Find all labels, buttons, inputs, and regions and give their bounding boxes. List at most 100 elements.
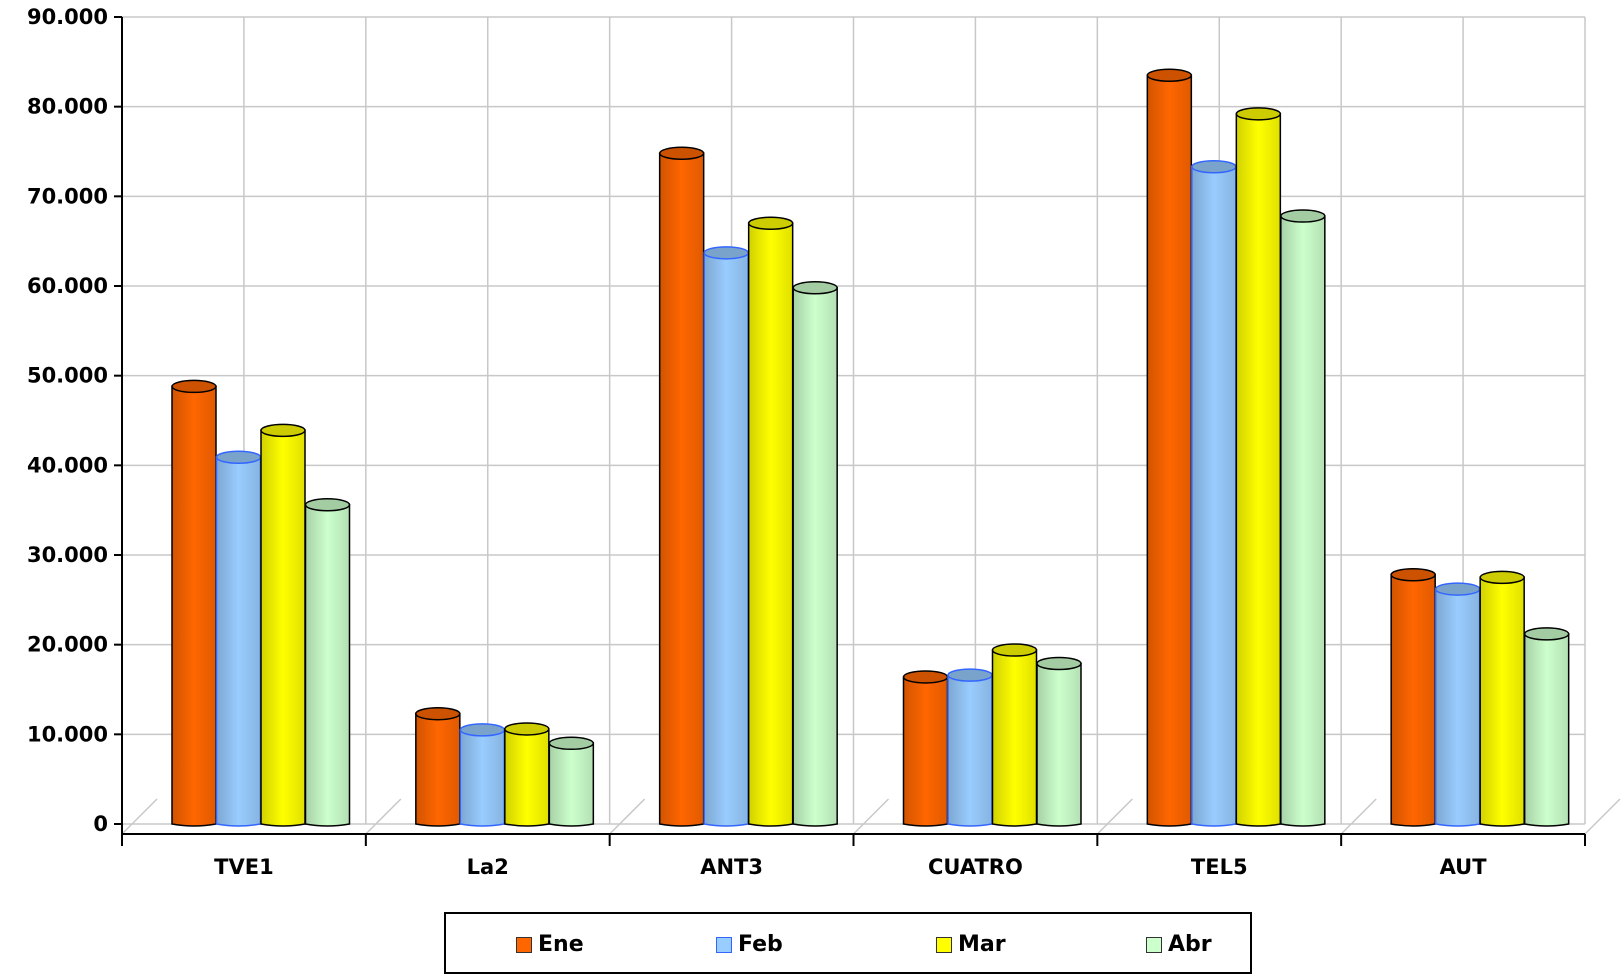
y-tick-label: 90.000	[27, 5, 108, 29]
bar-body	[1235, 113, 1282, 827]
y-tick-label: 10.000	[27, 722, 108, 746]
bar-cap	[1479, 570, 1525, 585]
bar	[260, 423, 306, 827]
legend-label: Feb	[738, 932, 783, 957]
floor-line	[1096, 798, 1133, 835]
bar-body	[902, 676, 949, 827]
bar	[947, 668, 993, 827]
bar-body	[991, 649, 1038, 827]
bar	[792, 281, 838, 827]
floor-line	[609, 798, 646, 835]
bar	[215, 450, 262, 827]
bar-cap	[1146, 68, 1193, 83]
bar	[504, 722, 550, 827]
x-tick-label: TVE1	[214, 855, 274, 879]
bars	[171, 68, 1570, 827]
bar-cap	[947, 668, 993, 682]
bar	[459, 723, 506, 827]
axes	[114, 16, 1586, 846]
y-tick-label: 0	[93, 812, 108, 836]
bar-cap	[658, 146, 705, 161]
legend: Ene Feb Mar Abr	[444, 912, 1252, 974]
bar	[1280, 209, 1326, 827]
bar-cap	[1235, 107, 1282, 121]
bar-body	[1390, 573, 1436, 827]
bar-body	[1479, 576, 1525, 827]
bar	[1146, 68, 1193, 827]
floor-line	[365, 798, 402, 835]
bar-cap	[459, 723, 506, 737]
floor-line	[1340, 798, 1377, 835]
bar	[991, 643, 1038, 827]
bar-cap	[792, 281, 838, 295]
bar	[548, 736, 595, 827]
legend-item: Mar	[936, 932, 1006, 957]
bar-body	[548, 742, 595, 827]
y-tick-label: 50.000	[27, 364, 108, 388]
legend-swatch	[1146, 936, 1162, 953]
x-tick-label: AUT	[1440, 855, 1488, 879]
bar-body	[304, 504, 351, 827]
bar-cap	[504, 722, 550, 736]
y-tick-label: 20.000	[27, 633, 108, 657]
bar-cap	[215, 450, 262, 465]
legend-swatch	[936, 936, 952, 953]
bar	[1479, 570, 1525, 827]
bar-cap	[703, 246, 749, 260]
bar-cap	[304, 498, 351, 512]
legend-label: Ene	[538, 932, 584, 957]
bar	[1390, 567, 1436, 827]
y-tick-label: 70.000	[27, 184, 108, 208]
bar-cap	[1280, 209, 1326, 223]
bar	[1523, 627, 1570, 827]
bar-body	[215, 456, 262, 827]
legend-label: Mar	[958, 932, 1006, 957]
bar-body	[1146, 74, 1193, 827]
x-tick-label: CUATRO	[928, 855, 1023, 879]
bar	[1235, 107, 1282, 827]
bar-cap	[260, 423, 306, 438]
y-tick-label: 30.000	[27, 543, 108, 567]
y-tick-label: 80.000	[27, 95, 108, 119]
axis-labels: 0 10.000 20.000 30.000 40.000 50.000 60.000 70.…	[27, 5, 1487, 879]
bar	[1434, 582, 1481, 827]
bar-body	[415, 712, 461, 827]
bar-body	[792, 287, 838, 827]
bar-cap	[1434, 582, 1481, 596]
legend-label: Abr	[1168, 932, 1212, 957]
bar-body	[1191, 165, 1237, 827]
bar	[747, 216, 794, 827]
floor-line	[1584, 798, 1621, 835]
legend-item: Ene	[516, 932, 584, 957]
bar-cap	[171, 379, 217, 394]
bar-cap	[991, 643, 1038, 657]
bar-cap	[1390, 567, 1436, 582]
bar-body	[171, 385, 217, 827]
bar-body	[1036, 662, 1082, 827]
bar-body	[658, 152, 705, 827]
bar	[658, 146, 705, 827]
bar-body	[504, 728, 550, 827]
floor-line	[121, 798, 158, 835]
bar	[703, 246, 749, 827]
x-tick-label: La2	[467, 855, 509, 879]
bar	[304, 498, 351, 827]
bar-cap	[1191, 159, 1237, 174]
bar-body	[703, 252, 749, 827]
bar-body	[747, 222, 794, 827]
x-tick-label: TEL5	[1191, 855, 1248, 879]
bar	[902, 670, 949, 827]
bar-cap	[747, 216, 794, 230]
bar-cap	[902, 670, 949, 684]
bar-body	[1434, 588, 1481, 827]
x-tick-label: ANT3	[700, 855, 763, 879]
legend-item: Abr	[1146, 932, 1212, 957]
legend-swatch	[716, 936, 732, 953]
bar	[1036, 656, 1082, 827]
bar-cap	[548, 736, 595, 751]
bar-body	[459, 729, 506, 827]
bar-cap	[1036, 656, 1082, 671]
bar	[1191, 159, 1237, 827]
y-tick-label: 60.000	[27, 274, 108, 298]
bar	[171, 379, 217, 827]
